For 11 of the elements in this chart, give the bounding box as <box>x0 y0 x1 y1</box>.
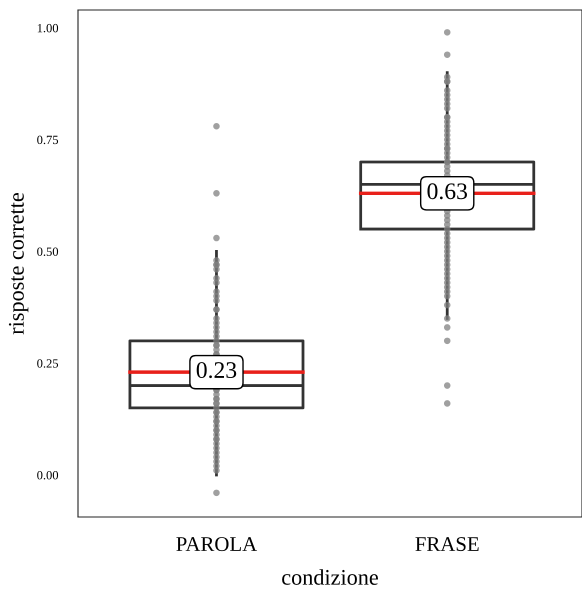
y-tick-label: 0.25 <box>37 359 58 368</box>
y-tick-label: 0.00 <box>37 471 58 480</box>
y-tick-label: 0.50 <box>37 247 58 256</box>
y-axis-title: risposte corrette <box>8 193 28 334</box>
x-tick-label: FRASE <box>415 537 479 552</box>
y-tick-label: 1.00 <box>38 24 58 32</box>
x-axis-title: condizione <box>282 569 378 585</box>
y-tick-label: 0.75 <box>37 136 58 144</box>
annotation: 0.63 <box>427 183 467 200</box>
annotation: 0.23 <box>196 362 236 378</box>
x-tick-label: PAROLA <box>176 537 258 552</box>
